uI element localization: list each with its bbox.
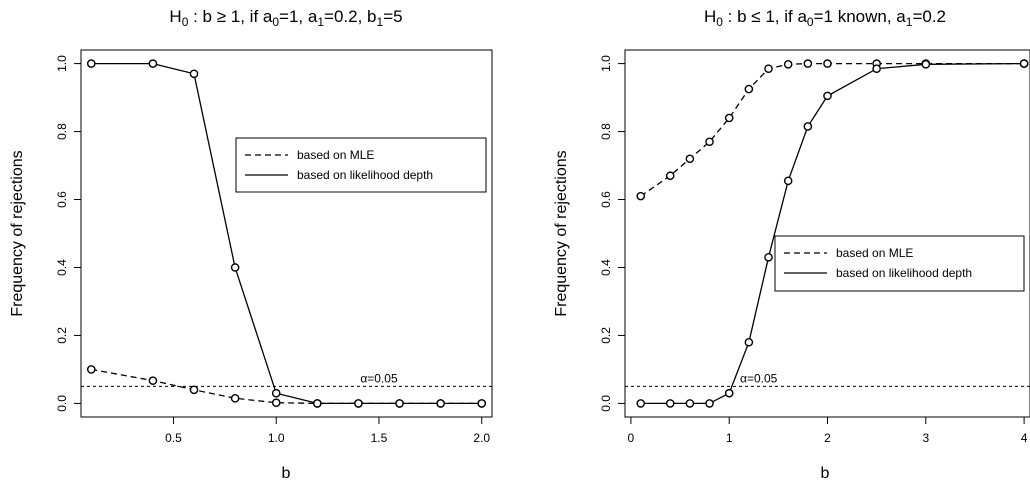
- panel-1-series-1-point: [230, 394, 240, 403]
- panel-1-series-1-point: [148, 376, 158, 385]
- panel-1-series-2-point: [271, 388, 281, 398]
- panel-1-series-1-point: [86, 365, 96, 374]
- panel-1-x-tick-label: 0.5: [165, 431, 182, 445]
- panel-1-plot-frame: [80, 49, 493, 418]
- panel-1-title-part: =5: [383, 7, 402, 26]
- panel-1-series-2-point: [230, 263, 240, 272]
- panel-1-series-2-point: [395, 399, 404, 408]
- panel-2-series-1-point: [705, 137, 714, 147]
- panel-1-y-tick-label: 1.0: [55, 55, 69, 72]
- panel-2-x-tick-label: 2: [824, 431, 831, 445]
- panel-2-x-tick-label: 4: [1021, 431, 1028, 445]
- panel-2-alpha-label: α=0.05: [740, 371, 778, 385]
- panel-1-series-1-point: [271, 398, 281, 408]
- panel-1-y-tick-label: 0.2: [55, 327, 69, 344]
- panel-2-title: H0 : b ≤ 1, if a0=1 known, a1=0.2: [704, 7, 946, 29]
- panel-1-title-part: 0: [272, 15, 279, 29]
- panel-2-y-tick-label: 0.4: [599, 259, 613, 276]
- panel-2-x-tick-label: 0: [628, 431, 635, 445]
- panel-2-y-tick-label: 0.6: [599, 191, 613, 208]
- panel-2-title-part: : b ≤ 1, if a: [723, 7, 808, 26]
- panel-1-title-part: 0: [182, 15, 189, 29]
- panel-1-y-tick-label: 0.8: [55, 123, 69, 140]
- panel-1-alpha-label: α=0.05: [360, 371, 398, 385]
- panel-1-series-2-point: [354, 399, 363, 408]
- panel-1-series-2-point: [477, 399, 487, 408]
- panel-2-y-tick-label: 1.0: [599, 55, 613, 72]
- panel-1-title-part: =1, a: [279, 7, 318, 26]
- panel-2-legend-label-2: based on likelihood depth: [836, 266, 972, 280]
- panel-1-legend-label-1: based on MLE: [297, 148, 374, 162]
- panel-2-title-part: 0: [807, 15, 814, 29]
- panel-2-x-tick-label: 3: [922, 431, 929, 445]
- panel-1-legend-label-2: based on likelihood depth: [297, 168, 433, 182]
- panel-1-y-tick-label: 0.6: [55, 191, 69, 208]
- panel-2-y-axis-label: Frequency of rejections: [553, 150, 570, 316]
- panel-1-series-2-point: [86, 59, 96, 68]
- panel-2-legend-label-1: based on MLE: [836, 246, 913, 260]
- panel-2-series-2-point: [705, 399, 714, 408]
- panel-2-title-part: =0.2: [912, 7, 946, 26]
- panel-1-title-part: : b ≥ 1, if a: [188, 7, 273, 26]
- panel-2-legend-box: [774, 235, 1025, 292]
- panel-1-x-tick-label: 1.0: [268, 431, 285, 445]
- panel-2-x-tick-label: 1: [726, 431, 733, 445]
- panel-2-series-2-point: [636, 399, 646, 408]
- panel-1-title: H0 : b ≥ 1, if a0=1, a1=0.2, b1=5: [169, 7, 402, 29]
- panel-2-series-line-2: [640, 62, 1025, 405]
- panel-1-title-part: H: [169, 7, 181, 26]
- panel-1-title-part: =0.2, b: [324, 7, 376, 26]
- panel-1-title-part: 1: [377, 15, 384, 29]
- panel-1-series-2-point: [148, 59, 158, 68]
- panel-2: H0 : b ≤ 1, if a0=1 known, a1=0.20 1 2 3 40.…: [553, 7, 1030, 482]
- panel-2-title-part: 1: [906, 15, 913, 29]
- panel-2-series-2-point: [724, 388, 734, 398]
- panel-1-y-tick-label: 0.0: [55, 395, 69, 412]
- panel-2-series-2-point: [803, 122, 813, 131]
- panel-2-series-2-point: [921, 59, 931, 69]
- panel-2-series-2-point: [744, 337, 754, 347]
- panel-1-series-1-point: [189, 385, 199, 395]
- panel-2-series-2-point: [665, 399, 675, 408]
- panel-2-title-part: 0: [716, 15, 723, 29]
- panel-2-series-2-point: [783, 176, 793, 186]
- panel-2-y-tick-label: 0.8: [599, 123, 613, 140]
- panel-2-series-2-point: [1019, 59, 1029, 68]
- panel-1-x-axis-label: b: [282, 465, 291, 482]
- panel-1-y-axis-label: Frequency of rejections: [9, 150, 26, 316]
- panel-1-y-tick-label: 0.4: [55, 259, 69, 276]
- panel-1-series-line-2: [91, 62, 482, 405]
- panel-1-x-tick-label: 1.5: [371, 431, 388, 445]
- panel-2-series-1-point: [764, 64, 773, 73]
- panel-2-series-1-point: [665, 171, 675, 181]
- panel-2-series-2-point: [872, 64, 881, 73]
- panel-2-plot-frame: [624, 49, 1030, 418]
- panel-2-series-1-point: [783, 59, 793, 69]
- panel-1-title-part: 1: [317, 15, 324, 29]
- panel-1-series-2-point: [189, 69, 199, 79]
- panel-1-x-tick-label: 2.0: [473, 431, 490, 445]
- panel-2-series-2-point: [823, 91, 832, 101]
- panel-1-series-2-point: [313, 399, 322, 408]
- panel-2-series-1-point: [744, 84, 754, 94]
- panel-2-x-axis-label: b: [821, 465, 830, 482]
- panel-2-series-1-point: [823, 59, 832, 68]
- panel-2-series-1-point: [724, 113, 734, 123]
- panel-2-title-part: =1 known, a: [814, 7, 907, 26]
- panel-2-series-2-point: [764, 252, 773, 262]
- panel-2-series-1-point: [685, 154, 695, 164]
- panel-2-title-part: H: [704, 7, 716, 26]
- panel-2-series-line-1: [640, 62, 1025, 197]
- panel-1: H0 : b ≥ 1, if a0=1, a1=0.2, b1=50.5 1.0 1…: [9, 7, 493, 482]
- panel-1-series-2-point: [436, 399, 445, 408]
- panel-2-series-1-point: [803, 59, 813, 68]
- panel-2-series-1-point: [636, 191, 646, 201]
- panel-2-y-tick-label: 0.2: [599, 327, 613, 344]
- panel-2-series-2-point: [685, 399, 695, 408]
- panel-1-legend-box: [235, 137, 487, 193]
- panel-2-y-tick-label: 0.0: [599, 395, 613, 412]
